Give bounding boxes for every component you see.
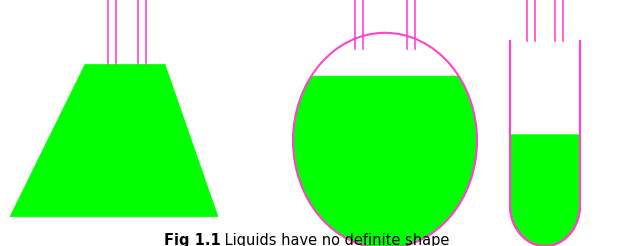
Polygon shape [293, 76, 477, 246]
Text: Liquids have no definite shape: Liquids have no definite shape [220, 233, 450, 246]
Polygon shape [10, 64, 218, 217]
Polygon shape [510, 135, 580, 246]
Text: Fig 1.1: Fig 1.1 [164, 233, 220, 246]
